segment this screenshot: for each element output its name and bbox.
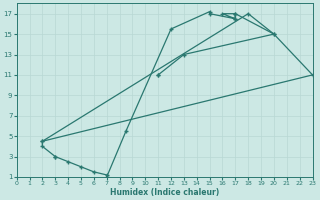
X-axis label: Humidex (Indice chaleur): Humidex (Indice chaleur) xyxy=(110,188,219,197)
